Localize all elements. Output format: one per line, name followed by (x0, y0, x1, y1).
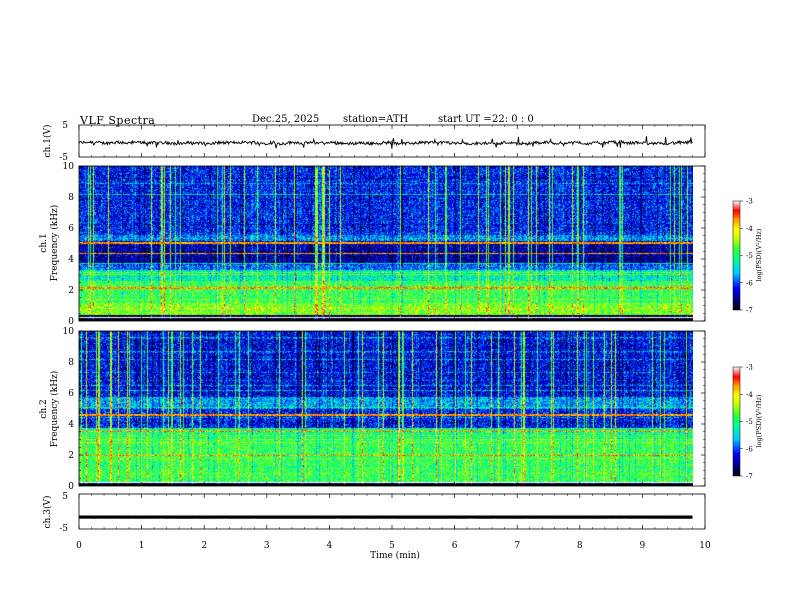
ch3-ytick-5: 5 (62, 492, 68, 502)
ch1-waveform-trace (78, 136, 693, 149)
colorbar-tick-label: -5 (746, 418, 753, 426)
ch1-ylabel: ch.1(V) (42, 125, 53, 158)
y-tick-label: 8 (68, 193, 74, 203)
x-tick-label: 9 (640, 541, 646, 551)
ch2-frequency-label: Frequency (kHz) (49, 371, 60, 448)
ch1-ytick-neg5: -5 (59, 153, 68, 163)
ch3-ytick-neg5: -5 (59, 524, 68, 534)
y-tick-label: 4 (68, 420, 74, 430)
y-tick-label: 2 (68, 451, 74, 461)
ch2-spectrogram-panel: 0 2 4 6 8 10 ch.2 Frequency (kHz) (39, 327, 706, 492)
x-tick-label: 6 (452, 541, 458, 551)
figure-title: VLF Spectra (80, 114, 156, 127)
ch2-channel-label: ch.2 (39, 399, 49, 418)
time-axis-label: Time (min) (370, 550, 420, 561)
ch2-colorbar-scale (732, 366, 741, 477)
ch1-frequency-label: Frequency (kHz) (49, 205, 60, 282)
colorbar-tick-label: -6 (746, 279, 753, 287)
ch1-colorbar-scale (732, 200, 741, 311)
x-tick-label: 3 (264, 541, 270, 551)
y-tick-label: 4 (68, 255, 74, 265)
colorbar-tick-label: -4 (746, 225, 753, 233)
x-tick-label: 5 (389, 541, 395, 551)
y-tick-label: 2 (68, 286, 74, 296)
date-label: Dec.25, 2025 (252, 114, 320, 125)
colorbar-tick-label: -6 (746, 445, 753, 453)
ch1-frequency-axis: 0 2 4 6 8 10 (63, 162, 705, 327)
y-tick-label: 10 (63, 327, 75, 337)
y-tick-label: 0 (68, 482, 74, 492)
time-axis: 0 1 2 3 4 5 6 7 8 9 10 (76, 125, 711, 551)
ch1-colorbar-label: log(PSD)(V²/Hz) (755, 228, 763, 281)
x-tick-label: 4 (327, 541, 333, 551)
colorbar-tick-label: -7 (746, 307, 753, 315)
ch1-colorbar: -3 -4 -5 -6 -7 log(PSD)(V²/Hz) (732, 198, 763, 315)
ch2-colorbar-label: log(PSD)(V²/Hz) (755, 394, 763, 447)
ch3-waveform-frame (78, 493, 706, 530)
ch1-ytick-5: 5 (62, 121, 68, 131)
y-tick-label: 10 (63, 162, 75, 172)
ch1-spectrogram-panel: 0 2 4 6 8 10 ch.1 Frequency (kHz) (39, 162, 706, 327)
x-tick-label: 8 (577, 541, 583, 551)
colorbar-tick-label: -5 (746, 252, 753, 260)
y-tick-label: 6 (68, 224, 74, 234)
x-tick-label: 2 (201, 541, 207, 551)
x-tick-label: 1 (139, 541, 145, 551)
ch1-channel-label: ch.1 (39, 233, 49, 252)
ch2-spectrogram-image (79, 331, 693, 486)
ch1-colorbar-ticks: -3 -4 -5 -6 -7 (740, 198, 753, 315)
colorbar-tick-label: -4 (746, 391, 753, 399)
x-tick-label: 10 (699, 541, 711, 551)
x-tick-label: 0 (76, 541, 82, 551)
start-ut-label: start UT = (438, 114, 492, 125)
ch2-frequency-axis: 0 2 4 6 8 10 (63, 327, 705, 492)
ch2-colorbar-ticks: -3 -4 -5 -6 -7 (740, 364, 753, 481)
ch1-spectrogram-image (79, 166, 693, 321)
colorbar-tick-label: -3 (746, 198, 753, 206)
colorbar-tick-label: -7 (746, 473, 753, 481)
x-tick-label: 7 (514, 541, 520, 551)
start-ut-value: 22: 0 : 0 (492, 114, 534, 125)
colorbar-tick-label: -3 (746, 364, 753, 372)
ch3-ylabel: ch.3(V) (42, 496, 53, 529)
y-tick-label: 6 (68, 389, 74, 399)
y-tick-label: 8 (68, 358, 74, 368)
y-tick-label: 0 (68, 317, 74, 327)
station-label: station=ATH (343, 114, 409, 125)
ch2-colorbar: -3 -4 -5 -6 -7 log(PSD)(V²/Hz) (732, 364, 763, 481)
